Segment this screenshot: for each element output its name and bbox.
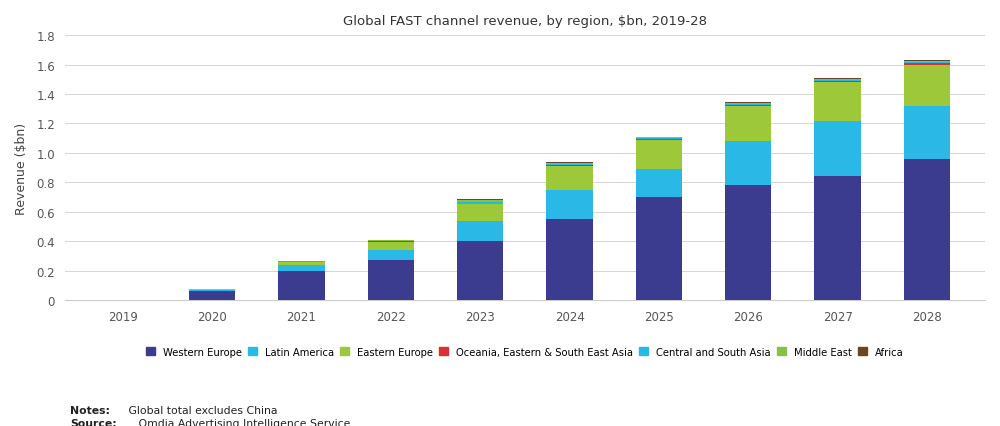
Text: Global total excludes China: Global total excludes China — [125, 406, 278, 415]
Bar — [368, 240, 414, 241]
Bar — [814, 122, 861, 177]
Bar — [725, 186, 771, 300]
Bar — [189, 291, 235, 300]
Bar — [636, 198, 682, 300]
Bar — [814, 81, 861, 83]
Text: Omdia Advertising Intelligence Service: Omdia Advertising Intelligence Service — [135, 418, 350, 426]
Bar — [278, 262, 325, 266]
Bar — [278, 266, 325, 271]
Bar — [636, 137, 682, 138]
Bar — [546, 164, 593, 166]
Bar — [636, 140, 682, 141]
Bar — [546, 163, 593, 164]
Bar — [546, 191, 593, 219]
Bar — [814, 79, 861, 80]
Bar — [904, 107, 950, 159]
Bar — [278, 271, 325, 300]
Bar — [457, 202, 503, 204]
Bar — [904, 62, 950, 63]
Bar — [904, 159, 950, 300]
Bar — [457, 221, 503, 242]
Bar — [457, 199, 503, 201]
Y-axis label: Revenue ($bn): Revenue ($bn) — [15, 122, 28, 214]
Title: Global FAST channel revenue, by region, $bn, 2019-28: Global FAST channel revenue, by region, … — [343, 15, 707, 28]
Bar — [904, 66, 950, 107]
Text: Notes:: Notes: — [70, 406, 110, 415]
Bar — [725, 105, 771, 106]
Bar — [904, 61, 950, 62]
Bar — [725, 104, 771, 105]
Bar — [814, 83, 861, 122]
Bar — [546, 167, 593, 191]
Bar — [814, 177, 861, 300]
Bar — [904, 64, 950, 66]
Bar — [814, 80, 861, 81]
Bar — [725, 142, 771, 186]
Bar — [368, 250, 414, 261]
Bar — [457, 205, 503, 221]
Bar — [725, 106, 771, 142]
Bar — [546, 219, 593, 300]
Bar — [457, 242, 503, 300]
Bar — [725, 103, 771, 104]
Bar — [636, 170, 682, 198]
Bar — [636, 139, 682, 140]
Text: Source:: Source: — [70, 418, 117, 426]
Bar — [457, 201, 503, 202]
Bar — [636, 138, 682, 139]
Bar — [904, 63, 950, 64]
Bar — [368, 261, 414, 300]
Bar — [457, 204, 503, 205]
Bar — [368, 241, 414, 242]
Legend: Western Europe, Latin America, Eastern Europe, Oceania, Eastern & South East Asi: Western Europe, Latin America, Eastern E… — [144, 345, 906, 359]
Bar — [636, 141, 682, 170]
Bar — [189, 290, 235, 291]
Bar — [368, 242, 414, 250]
Bar — [546, 166, 593, 167]
